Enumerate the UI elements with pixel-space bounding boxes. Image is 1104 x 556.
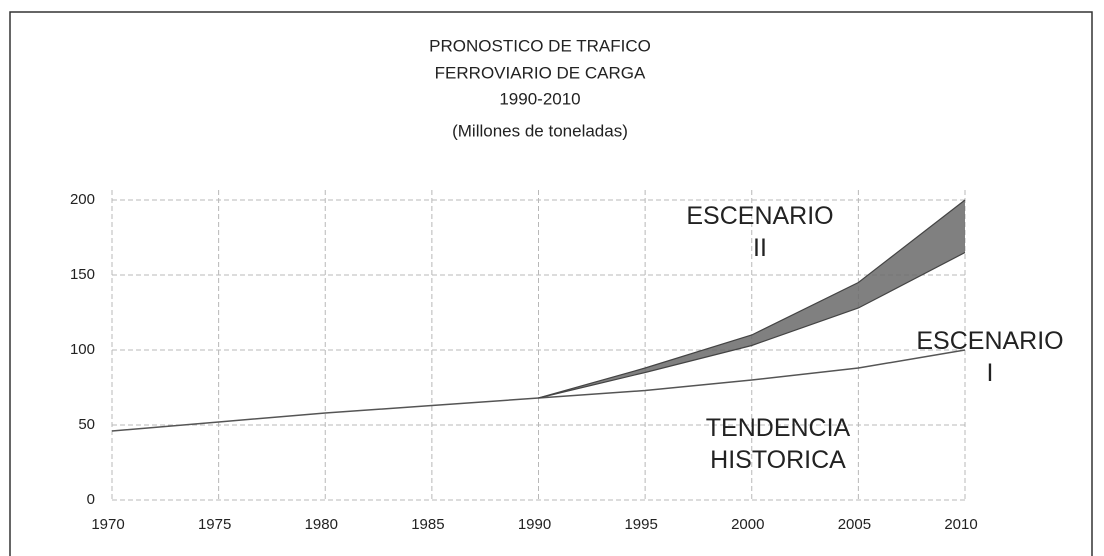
x-tick-label: 1970 bbox=[91, 516, 124, 533]
y-tick-label: 50 bbox=[78, 416, 95, 433]
y-tick-label: 200 bbox=[70, 191, 95, 208]
y-tick-label: 150 bbox=[70, 266, 95, 283]
x-tick-label: 2000 bbox=[731, 516, 764, 533]
x-tick-label: 1995 bbox=[624, 516, 657, 533]
y-tick-label: 0 bbox=[87, 491, 95, 508]
x-tick-label: 2005 bbox=[838, 516, 871, 533]
x-tick-label: 1985 bbox=[411, 516, 444, 533]
y-tick-label: 100 bbox=[70, 341, 95, 358]
chart-title: PRONOSTICO DE TRAFICO bbox=[429, 36, 651, 55]
chart-title: FERROVIARIO DE CARGA bbox=[435, 63, 646, 82]
series-label: ESCENARIO II bbox=[686, 202, 833, 262]
chart-subtitle: (Millones de toneladas) bbox=[452, 121, 628, 140]
x-tick-label: 2010 bbox=[944, 516, 977, 533]
x-tick-label: 1975 bbox=[198, 516, 231, 533]
x-tick-label: 1980 bbox=[305, 516, 338, 533]
series-label: ESCENARIO I bbox=[916, 327, 1063, 387]
chart-frame bbox=[9, 11, 1093, 556]
series-line bbox=[538, 199, 966, 399]
series-label: TENDENCIA HISTORICA bbox=[706, 414, 851, 474]
chart-title: 1990-2010 bbox=[499, 89, 580, 108]
series-line bbox=[538, 251, 966, 399]
x-tick-label: 1990 bbox=[518, 516, 551, 533]
